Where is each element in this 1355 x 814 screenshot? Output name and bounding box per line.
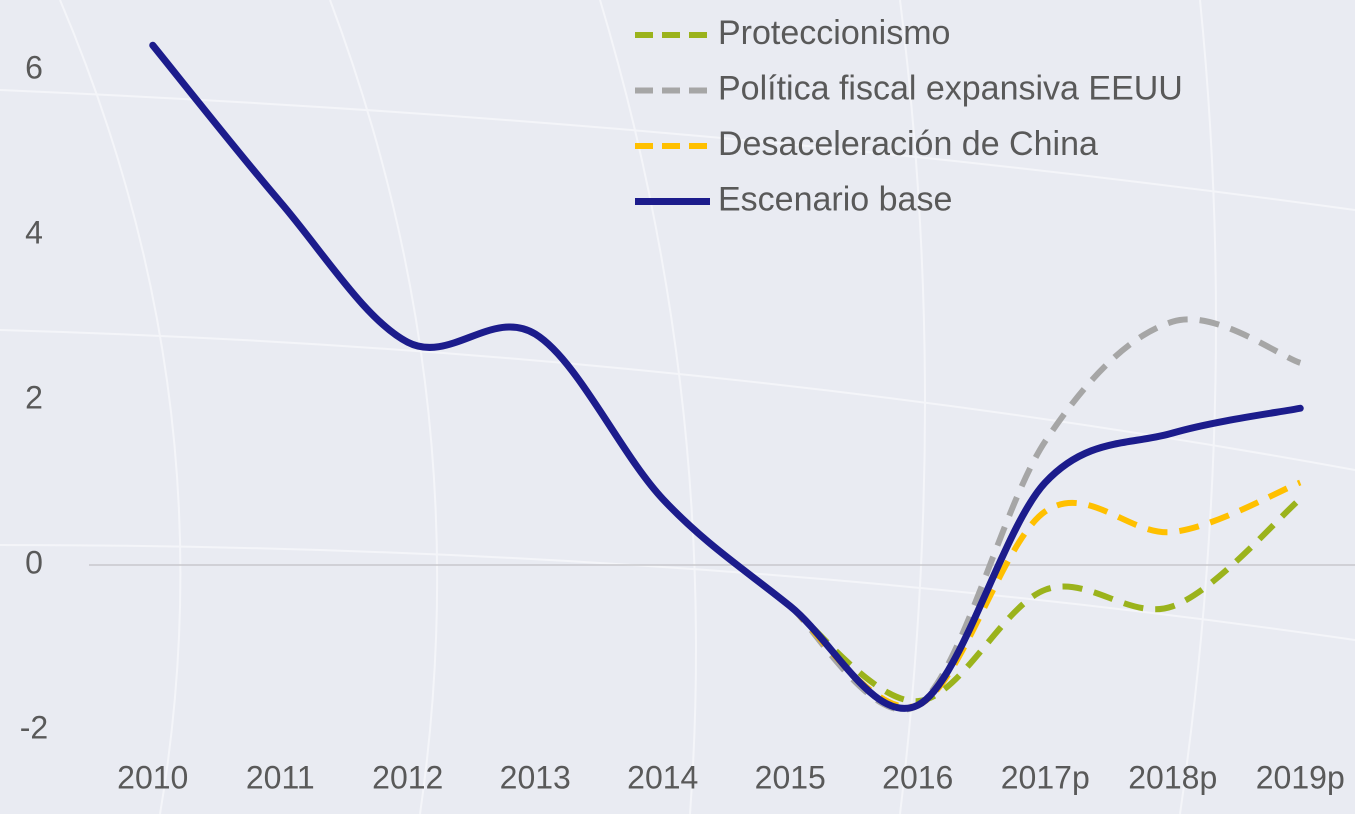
x-tick-label: 2019p <box>1256 759 1345 795</box>
x-tick-label: 2013 <box>500 759 571 795</box>
legend-label: Desaceleración de China <box>718 125 1098 163</box>
x-tick-label: 2012 <box>372 759 443 795</box>
y-tick-label: 6 <box>25 49 43 85</box>
legend-label: Escenario base <box>718 180 952 218</box>
x-tick-label: 2018p <box>1128 759 1217 795</box>
series-line <box>788 496 1303 705</box>
y-tick-label: 0 <box>25 544 43 580</box>
series-line <box>788 316 1302 713</box>
y-tick-label: 4 <box>25 214 43 250</box>
x-tick-label: 2011 <box>246 759 315 795</box>
y-tick-label: -2 <box>20 709 48 745</box>
legend-label: Política fiscal expansiva EEUU <box>718 69 1183 107</box>
x-tick-label: 2015 <box>755 759 826 795</box>
y-tick-label: 2 <box>25 379 43 415</box>
x-tick-label: 2010 <box>117 759 188 795</box>
x-tick-label: 2016 <box>882 759 953 795</box>
series-line <box>149 41 1304 712</box>
series-line <box>788 479 1302 710</box>
x-tick-label: 2014 <box>627 759 698 795</box>
legend-label: Proteccionismo <box>718 14 950 52</box>
x-tick-label: 2017p <box>1001 759 1090 795</box>
